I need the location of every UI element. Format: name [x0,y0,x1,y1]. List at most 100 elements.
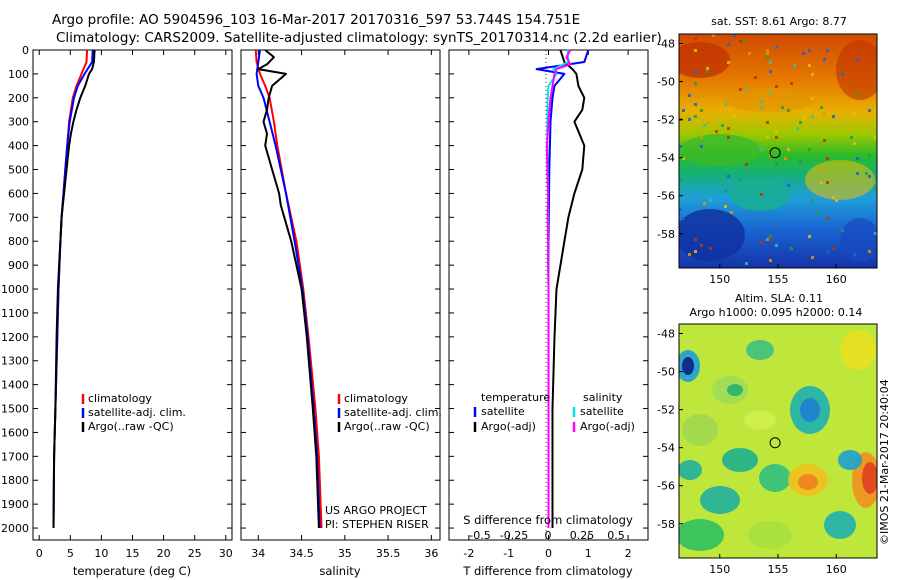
sla-map-subtitle: Argo h1000: 0.095 h2000: 0.14 [690,306,863,319]
salinity-panel: 34 34.5 35 35.5 36 salinity climatologysatel… [240,49,442,578]
difference-xlabel-top: S difference from climatology [463,513,633,527]
x-tick-label: 36 [424,547,438,560]
depth-tick-label: 200 [8,92,29,105]
map-lon-label: 150 [709,563,730,576]
temperature-plot-frame [32,49,233,541]
map-lat-label: -50 [657,366,675,379]
sla-map-title: Altim. SLA: 0.11 [735,292,823,305]
salinity-plot-frame [240,49,441,541]
legend-label: satellite [481,405,525,418]
map-lon-label: 155 [768,563,789,576]
depth-tick-label: 300 [8,116,29,129]
sst-map-image [679,34,877,268]
legend-label: Argo(-adj) [580,420,635,433]
map-lon-label: 150 [709,273,730,286]
map-lon-label: 155 [768,273,789,286]
top-tick-label: 0.25 [570,529,595,542]
depth-tick-label: 1500 [1,403,29,416]
map-lat-label: -56 [657,190,675,203]
x-tick-label: 2 [625,547,632,560]
depth-tick-label: 900 [8,259,29,272]
map-lat-label: -52 [657,404,675,417]
sst-map-title: sat. SST: 8.61 Argo: 8.77 [711,15,847,28]
x-tick-label: 15 [126,547,140,560]
header-line2: Climatology: CARS2009. Satellite-adjuste… [56,30,662,46]
header-line1: Argo profile: AO 5904596_103 16-Mar-2017… [52,12,580,28]
legend-label: Argo(-adj) [481,420,536,433]
project-annotation-line2: PI: STEPHEN RISER [325,518,429,531]
depth-tick-label: 2000 [1,522,29,535]
map-lon-label: 160 [826,273,847,286]
x-tick-label: 1 [585,547,592,560]
temperature-xlabel: temperature (deg C) [73,564,191,578]
x-tick-label: 10 [94,547,108,560]
depth-tick-label: 0 [22,44,29,57]
depth-tick-label: 1900 [1,498,29,511]
map-lat-label: -50 [657,76,675,89]
depth-tick-label: 600 [8,187,29,200]
x-tick-label: 20 [157,547,171,560]
difference-legend: temperature salinitysatelliteArgo(-adj)sa… [473,391,635,433]
sla-map-image [679,324,877,558]
project-annotation-line1: US ARGO PROJECT [325,504,427,517]
series-line-temperature-satellite [535,49,590,528]
x-tick-label: 25 [188,547,202,560]
depth-tick-label: 700 [8,211,29,224]
x-tick-label: -1 [503,547,514,560]
depth-tick-label: 400 [8,140,29,153]
depth-tick-label: 500 [8,164,29,177]
top-tick-label: -0.25 [500,529,528,542]
argo-location-marker [769,147,781,159]
depth-tick-label: 1200 [1,331,29,344]
legend-label: Argo(..raw -QC) [88,420,174,433]
series-line-temperature-argo-adj- [551,49,586,528]
top-tick-label: 0.5 [607,529,625,542]
depth-tick-label: 800 [8,235,29,248]
depth-tick-label: 1300 [1,355,29,368]
series-line-argo-raw-qc- [52,49,96,529]
imos-credit: ©IMOS 21-Mar-2017 20:40:04 [878,379,891,545]
map-lat-label: -54 [657,442,675,455]
legend-label: climatology [88,392,152,405]
map-lon-label: 160 [826,563,847,576]
depth-tick-label: 1000 [1,283,29,296]
difference-panel: -2 -1 0 1 2 -0.5 -0.25 0 0.25 0.5 T difference fr… [448,49,649,578]
map-lat-label: -56 [657,480,675,493]
x-tick-label: 30 [219,547,233,560]
top-tick-label: -0.5 [469,529,490,542]
temperature-panel: 0 5 10 15 20 25 300100200300400500600700800900… [1,44,233,578]
x-tick-label: 5 [67,547,74,560]
depth-tick-label: 1400 [1,379,29,392]
legend-header-salinity: salinity [583,391,623,404]
map-lat-label: -54 [657,152,675,165]
x-tick-label: 0 [545,547,552,560]
legend-label: satellite-adj. clim. [88,406,186,419]
series-line-satellite-adj-clim- [255,49,321,529]
depth-tick-label: 100 [8,68,29,81]
x-tick-label: 35 [338,547,352,560]
x-tick-label: 35.5 [376,547,401,560]
legend-label: satellite [580,405,624,418]
depth-tick-label: 1800 [1,474,29,487]
series-line-salinity-argo-adj- [545,49,572,528]
x-tick-label: -2 [463,547,474,560]
x-tick-label: 34 [251,547,265,560]
top-tick-label: 0 [545,529,552,542]
x-tick-label: 34.5 [289,547,314,560]
sst-map-panel: sat. SST: 8.61 Argo: 8.77 150 155 160 -48 -5… [657,15,878,286]
depth-tick-label: 1100 [1,307,29,320]
salinity-xlabel: salinity [319,564,360,578]
map-lat-label: -58 [657,518,675,531]
series-line-climatology [254,49,323,529]
legend-label: climatology [344,392,408,405]
map-lat-label: -48 [657,328,675,341]
argo-location-marker [769,437,781,449]
map-lat-label: -52 [657,114,675,127]
difference-xlabel: T difference from climatology [462,564,633,578]
legend-header-temperature: temperature [481,391,550,404]
legend-label: Argo(..raw -QC) [344,420,430,433]
map-lat-label: -48 [657,38,675,51]
